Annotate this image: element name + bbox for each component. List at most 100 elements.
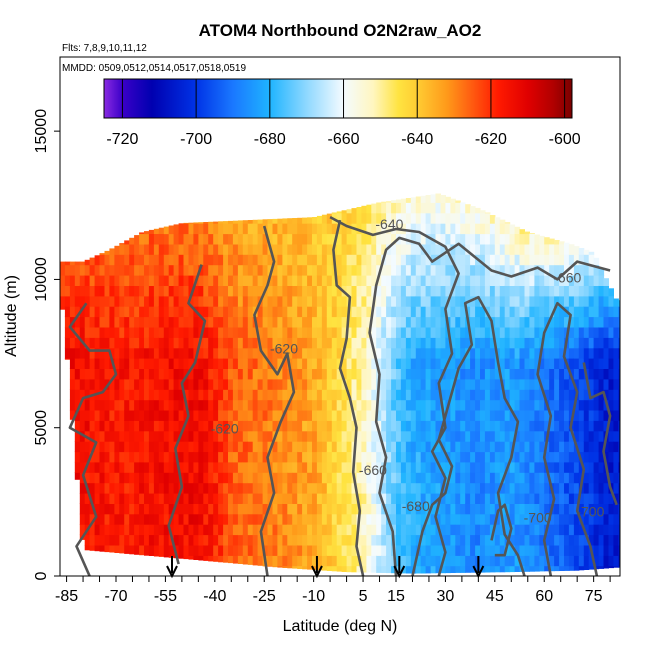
heatmap-cell xyxy=(430,194,437,203)
heatmap-cell xyxy=(494,243,501,255)
heatmap-cell xyxy=(351,534,357,546)
heatmap-cell xyxy=(400,378,407,390)
heatmap-cell xyxy=(351,399,357,411)
heatmap-cell xyxy=(213,358,219,369)
heatmap-cell xyxy=(559,482,565,494)
heatmap-cell xyxy=(158,295,165,307)
heatmap-cell xyxy=(168,472,175,484)
heatmap-cell xyxy=(420,441,427,453)
heatmap-cell xyxy=(124,389,130,401)
heatmap-cell xyxy=(218,493,224,504)
heatmap-cell xyxy=(282,316,288,328)
heatmap-cell xyxy=(400,202,407,214)
heatmap-cell xyxy=(435,243,441,255)
heatmap-cell xyxy=(139,461,145,473)
heatmap-cell xyxy=(420,430,427,442)
heatmap-cell xyxy=(544,347,550,359)
heatmap-cell xyxy=(564,368,570,380)
heatmap-cell xyxy=(321,389,328,401)
heatmap-cell xyxy=(346,544,353,556)
heatmap-cell xyxy=(213,482,219,494)
heatmap-cell xyxy=(440,389,446,401)
heatmap-cell xyxy=(460,254,466,266)
heatmap-cell xyxy=(242,441,249,453)
heatmap-cell xyxy=(484,430,491,442)
heatmap-cell xyxy=(109,347,115,359)
heatmap-cell xyxy=(341,212,348,224)
y-tick-label: 0 xyxy=(33,571,50,580)
heatmap-cell xyxy=(203,534,209,546)
heatmap-cell xyxy=(559,358,565,369)
heatmap-cell xyxy=(514,226,521,234)
heatmap-cell xyxy=(148,254,155,266)
heatmap-cell xyxy=(381,430,387,442)
heatmap-cell xyxy=(124,295,130,307)
heatmap-cell xyxy=(544,285,550,297)
heatmap-cell xyxy=(307,358,313,369)
heatmap-cell xyxy=(272,254,278,266)
heatmap-cell xyxy=(613,358,619,369)
heatmap-cell xyxy=(386,544,392,556)
heatmap-cell xyxy=(89,368,96,380)
heatmap-cell xyxy=(228,493,234,504)
heatmap-cell xyxy=(568,378,575,390)
heatmap-cell xyxy=(554,326,560,338)
heatmap-cell xyxy=(307,565,313,570)
heatmap-cell xyxy=(470,409,476,421)
heatmap-cell xyxy=(559,368,565,380)
heatmap-cell xyxy=(549,430,555,442)
heatmap-cell xyxy=(168,295,175,307)
heatmap-cell xyxy=(321,285,328,297)
heatmap-cell xyxy=(361,420,367,432)
heatmap-cell xyxy=(489,254,496,266)
heatmap-cell xyxy=(114,409,120,421)
heatmap-cell xyxy=(410,264,417,276)
heatmap-cell xyxy=(247,534,254,546)
heatmap-cell xyxy=(381,243,387,255)
heatmap-cell xyxy=(158,451,165,463)
heatmap-cell xyxy=(480,503,486,515)
heatmap-cell xyxy=(573,513,580,525)
heatmap-cell xyxy=(564,275,570,286)
heatmap-cell xyxy=(237,399,244,411)
heatmap-cell xyxy=(302,243,308,255)
heatmap-cell xyxy=(297,555,303,567)
heatmap-cell xyxy=(193,503,199,515)
heatmap-cell xyxy=(578,399,585,411)
heatmap-cell xyxy=(193,285,199,297)
heatmap-cell xyxy=(158,378,165,390)
heatmap-cell xyxy=(218,544,224,556)
colorbar-tick-label: -620 xyxy=(475,131,507,148)
heatmap-cell xyxy=(440,565,446,574)
heatmap-cell xyxy=(386,233,392,245)
colorbar-tick-label: -720 xyxy=(106,131,138,148)
heatmap-cell xyxy=(144,451,150,463)
heatmap-cell xyxy=(99,316,105,328)
heatmap-cell xyxy=(351,295,357,307)
heatmap-cell xyxy=(237,503,244,515)
heatmap-cell xyxy=(564,524,570,536)
heatmap-cell xyxy=(445,441,451,453)
heatmap-cell xyxy=(460,233,466,245)
heatmap-cell xyxy=(316,451,323,463)
y-tick-label: 10000 xyxy=(33,257,50,302)
heatmap-cell xyxy=(366,243,372,255)
heatmap-cell xyxy=(544,237,550,245)
heatmap-cell xyxy=(484,389,491,401)
heatmap-cell xyxy=(588,254,595,266)
heatmap-cell xyxy=(129,399,135,411)
heatmap-cell xyxy=(198,285,204,297)
heatmap-cell xyxy=(420,285,427,297)
heatmap-cell xyxy=(618,316,620,328)
heatmap-cell xyxy=(287,399,293,411)
heatmap-cell xyxy=(326,285,333,297)
heatmap-cell xyxy=(144,316,150,328)
heatmap-cell xyxy=(445,513,451,525)
heatmap-cell xyxy=(287,306,293,318)
heatmap-cell xyxy=(124,264,130,276)
heatmap-cell xyxy=(144,347,150,359)
heatmap-cell xyxy=(494,285,501,297)
heatmap-cell xyxy=(608,358,614,369)
heatmap-cell xyxy=(198,233,204,245)
chart-dates-note: MMDD: 0509,0512,0514,0517,0518,0519 xyxy=(62,63,246,74)
